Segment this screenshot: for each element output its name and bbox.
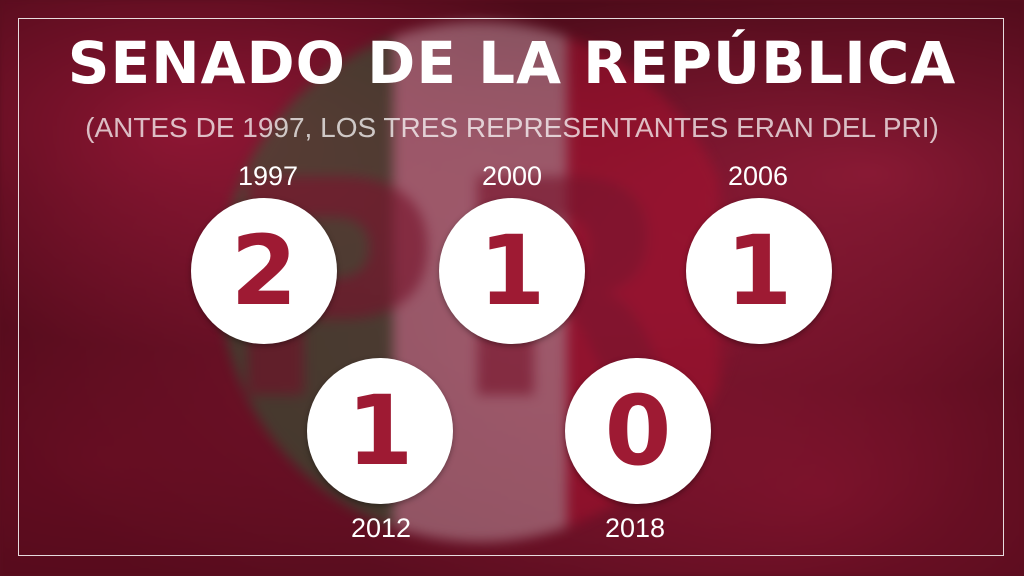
year-label-2000: 2000 [481,161,543,191]
value-circle-2006: 1 [686,198,832,344]
value-2006: 1 [725,215,793,327]
value-2000: 1 [478,215,546,327]
value-2018: 0 [604,375,672,487]
page-subtitle: (ANTES DE 1997, LOS TRES REPRESENTANTES … [85,112,939,143]
year-label-2012: 2012 [350,513,412,543]
value-1997: 2 [230,215,298,327]
year-label-2006: 2006 [727,161,789,191]
year-label-2018: 2018 [604,513,666,543]
value-2012: 1 [346,375,414,487]
value-circle-2000: 1 [439,198,585,344]
page-title: SENADO DE LA REPÚBLICA [67,29,957,97]
value-circle-2018: 0 [565,358,711,504]
value-circle-2012: 1 [307,358,453,504]
border-frame [18,18,1004,556]
year-label-1997: 1997 [237,161,299,191]
value-circle-1997: 2 [191,198,337,344]
